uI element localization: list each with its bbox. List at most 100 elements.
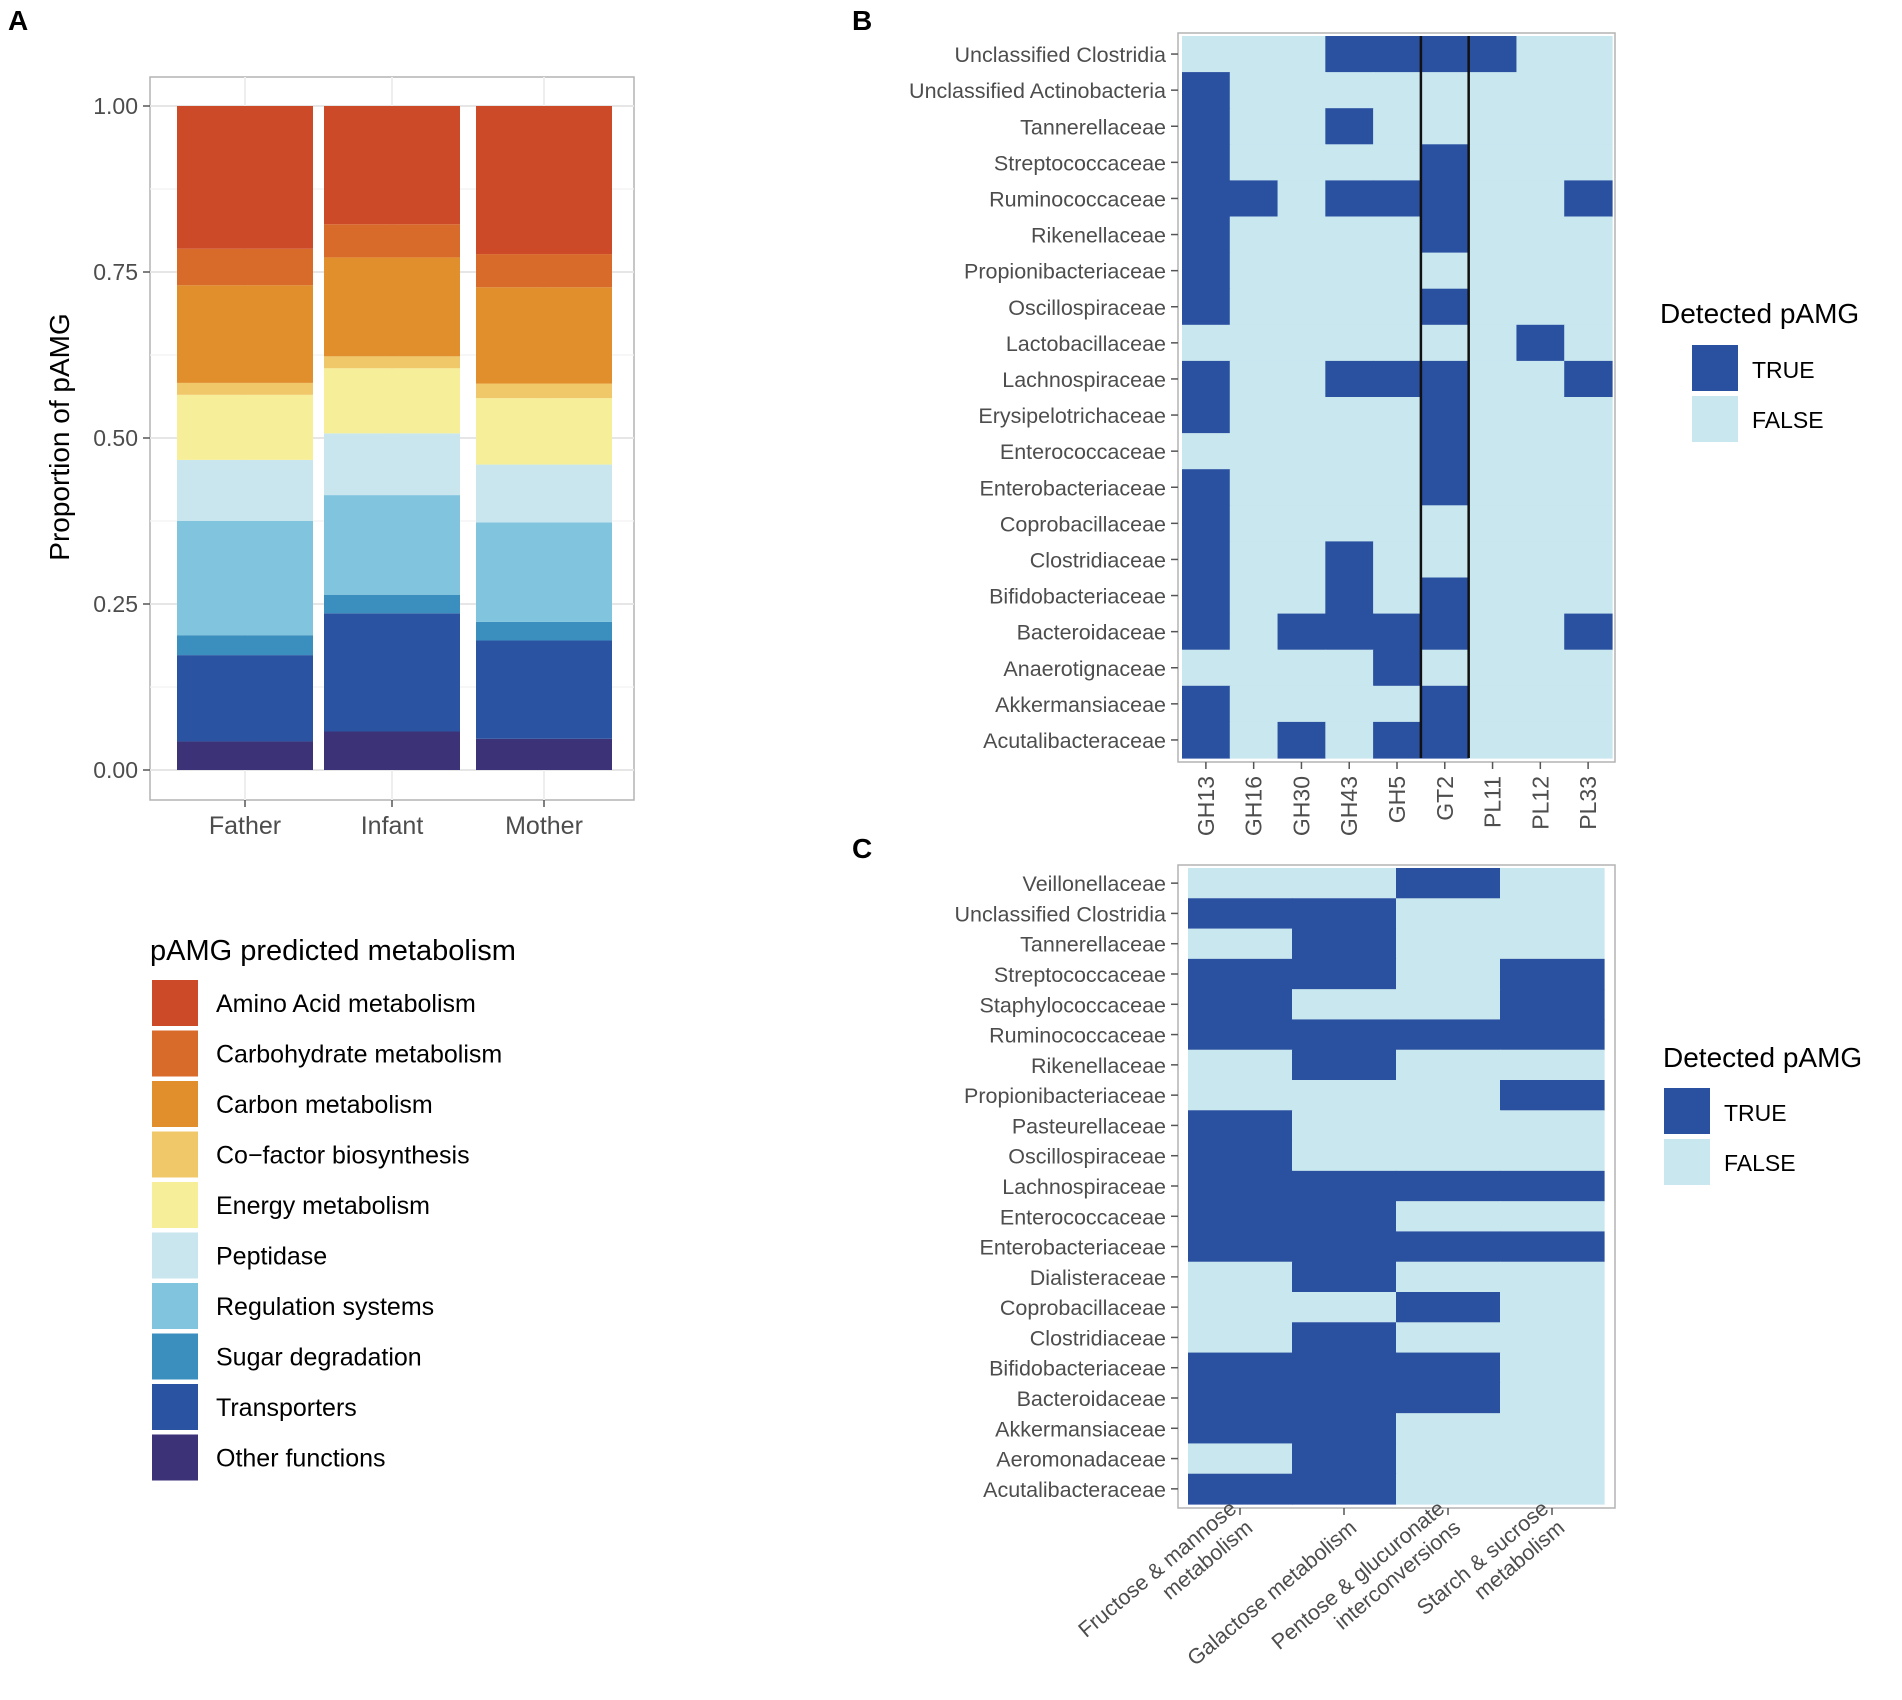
heatmap-cell-false bbox=[1277, 649, 1326, 687]
heatmap-cell-false bbox=[1396, 1110, 1501, 1142]
heatmap-cell-true bbox=[1188, 1140, 1293, 1172]
heatmap-cell-false bbox=[1468, 433, 1518, 470]
heatmap-cell-false bbox=[1277, 288, 1326, 326]
row-label: Bifidobacteriaceae bbox=[989, 585, 1166, 609]
panel-a-x-axis: Father Infant Mother bbox=[209, 800, 583, 840]
heatmap-cell-false bbox=[1229, 541, 1279, 579]
heatmap-cell-true bbox=[1564, 180, 1613, 218]
bar-segment-mother bbox=[476, 621, 612, 641]
heatmap-cell-true bbox=[1396, 1231, 1501, 1263]
y-tick-label: 0.50 bbox=[93, 425, 138, 451]
heatmap-cell-false bbox=[1500, 1473, 1605, 1505]
legend-swatch-false bbox=[1692, 396, 1738, 442]
heatmap-cell-false bbox=[1292, 1140, 1397, 1172]
heatmap-cell-false bbox=[1564, 577, 1613, 615]
heatmap-cell-false bbox=[1188, 1443, 1293, 1475]
heatmap-cell-false bbox=[1516, 721, 1565, 759]
heatmap-cell-false bbox=[1325, 144, 1374, 181]
heatmap-cell-true bbox=[1182, 108, 1231, 145]
bar-segment-mother bbox=[476, 640, 612, 739]
bar-segment-infant bbox=[324, 356, 460, 369]
heatmap-cell-false bbox=[1420, 505, 1470, 542]
heatmap-cell-true bbox=[1188, 1110, 1293, 1142]
heatmap-cell-true bbox=[1420, 397, 1470, 434]
heatmap-cell-true bbox=[1182, 360, 1231, 398]
heatmap-cell-false bbox=[1564, 433, 1613, 470]
heatmap-cell-false bbox=[1373, 685, 1422, 723]
column-label: GT2 bbox=[1432, 776, 1458, 821]
row-label: Acutalibacteraceae bbox=[983, 729, 1166, 753]
row-label: Clostridiaceae bbox=[1030, 548, 1166, 572]
heatmap-cell-false bbox=[1325, 72, 1374, 109]
heatmap-cell-true bbox=[1396, 1352, 1501, 1384]
panel-b-legend-title: Detected pAMG bbox=[1660, 298, 1859, 329]
heatmap-cell-false bbox=[1516, 433, 1565, 470]
row-label: Tannerellaceae bbox=[1020, 115, 1166, 139]
bar-segment-father bbox=[177, 382, 313, 395]
heatmap-cell-true bbox=[1182, 397, 1231, 434]
heatmap-cell-false bbox=[1188, 928, 1293, 960]
heatmap-cell-false bbox=[1468, 649, 1518, 687]
heatmap-cell-true bbox=[1325, 360, 1374, 398]
heatmap-cell-false bbox=[1373, 541, 1422, 579]
row-label: Propionibacteriaceae bbox=[964, 1084, 1166, 1108]
panel-a-legend-title: pAMG predicted metabolism bbox=[150, 935, 516, 967]
legend-swatch bbox=[152, 1081, 198, 1127]
panel-b-heatmap: Unclassified Clostridia Unclassified Acti… bbox=[909, 32, 1859, 836]
heatmap-cell-true bbox=[1292, 898, 1397, 930]
heatmap-cell-true bbox=[1396, 868, 1501, 899]
heatmap-cell-false bbox=[1277, 397, 1326, 434]
heatmap-cell-false bbox=[1564, 144, 1613, 181]
heatmap-cell-false bbox=[1516, 72, 1565, 109]
heatmap-cell-false bbox=[1468, 469, 1518, 506]
legend-swatch-true bbox=[1664, 1088, 1710, 1134]
heatmap-cell-false bbox=[1516, 144, 1565, 181]
x-tick-label: Infant bbox=[361, 812, 424, 840]
heatmap-cell-false bbox=[1229, 36, 1279, 73]
row-label: Veillonellaceae bbox=[1023, 872, 1166, 896]
bar-segment-father bbox=[177, 248, 313, 286]
legend-swatch bbox=[152, 1333, 198, 1380]
heatmap-cell-false bbox=[1500, 1201, 1605, 1233]
heatmap-cell-false bbox=[1396, 1261, 1501, 1293]
bar-segment-father bbox=[177, 459, 313, 521]
row-label: Unclassified Actinobacteria bbox=[909, 79, 1166, 103]
heatmap-cell-true bbox=[1420, 144, 1470, 181]
row-label: Acutalibacteraceae bbox=[983, 1478, 1166, 1502]
column-label: PL11 bbox=[1480, 776, 1506, 828]
heatmap-cell-true bbox=[1188, 1473, 1293, 1505]
heatmap-cell-false bbox=[1516, 216, 1565, 254]
heatmap-cell-false bbox=[1182, 433, 1231, 470]
heatmap-cell-false bbox=[1500, 1261, 1605, 1293]
heatmap-cell-false bbox=[1468, 685, 1518, 723]
heatmap-cell-false bbox=[1229, 685, 1279, 723]
heatmap-cell-false bbox=[1500, 898, 1605, 930]
heatmap-cell-false bbox=[1468, 324, 1518, 362]
heatmap-cell-false bbox=[1468, 577, 1518, 615]
heatmap-cell-false bbox=[1373, 397, 1422, 434]
bar-segment-father bbox=[177, 394, 313, 460]
row-label: Coprobacillaceae bbox=[1000, 1296, 1166, 1320]
heatmap-cell-false bbox=[1500, 1110, 1605, 1142]
row-label: Aeromonadaceae bbox=[996, 1448, 1166, 1472]
x-tick-label: Father bbox=[209, 812, 281, 840]
heatmap-cell-true bbox=[1292, 1201, 1397, 1233]
bar-segment-infant bbox=[324, 368, 460, 434]
column-label: PL33 bbox=[1575, 776, 1601, 830]
heatmap-cell-false bbox=[1325, 649, 1374, 687]
row-label: Ruminococcaceae bbox=[989, 187, 1166, 211]
column-label: GH13 bbox=[1193, 776, 1219, 836]
heatmap-cell-true bbox=[1277, 721, 1326, 759]
heatmap-cell-false bbox=[1325, 397, 1374, 434]
heatmap-cell-false bbox=[1373, 252, 1422, 290]
heatmap-cell-false bbox=[1229, 433, 1279, 470]
heatmap-cell-false bbox=[1373, 433, 1422, 470]
bar-segment-mother bbox=[476, 383, 612, 399]
heatmap-cell-true bbox=[1420, 469, 1470, 506]
heatmap-cell-false bbox=[1277, 180, 1326, 218]
heatmap-cell-false bbox=[1516, 36, 1565, 73]
heatmap-cell-true bbox=[1277, 613, 1326, 651]
heatmap-cell-true bbox=[1182, 721, 1231, 759]
row-label: Streptococcaceae bbox=[994, 963, 1166, 987]
